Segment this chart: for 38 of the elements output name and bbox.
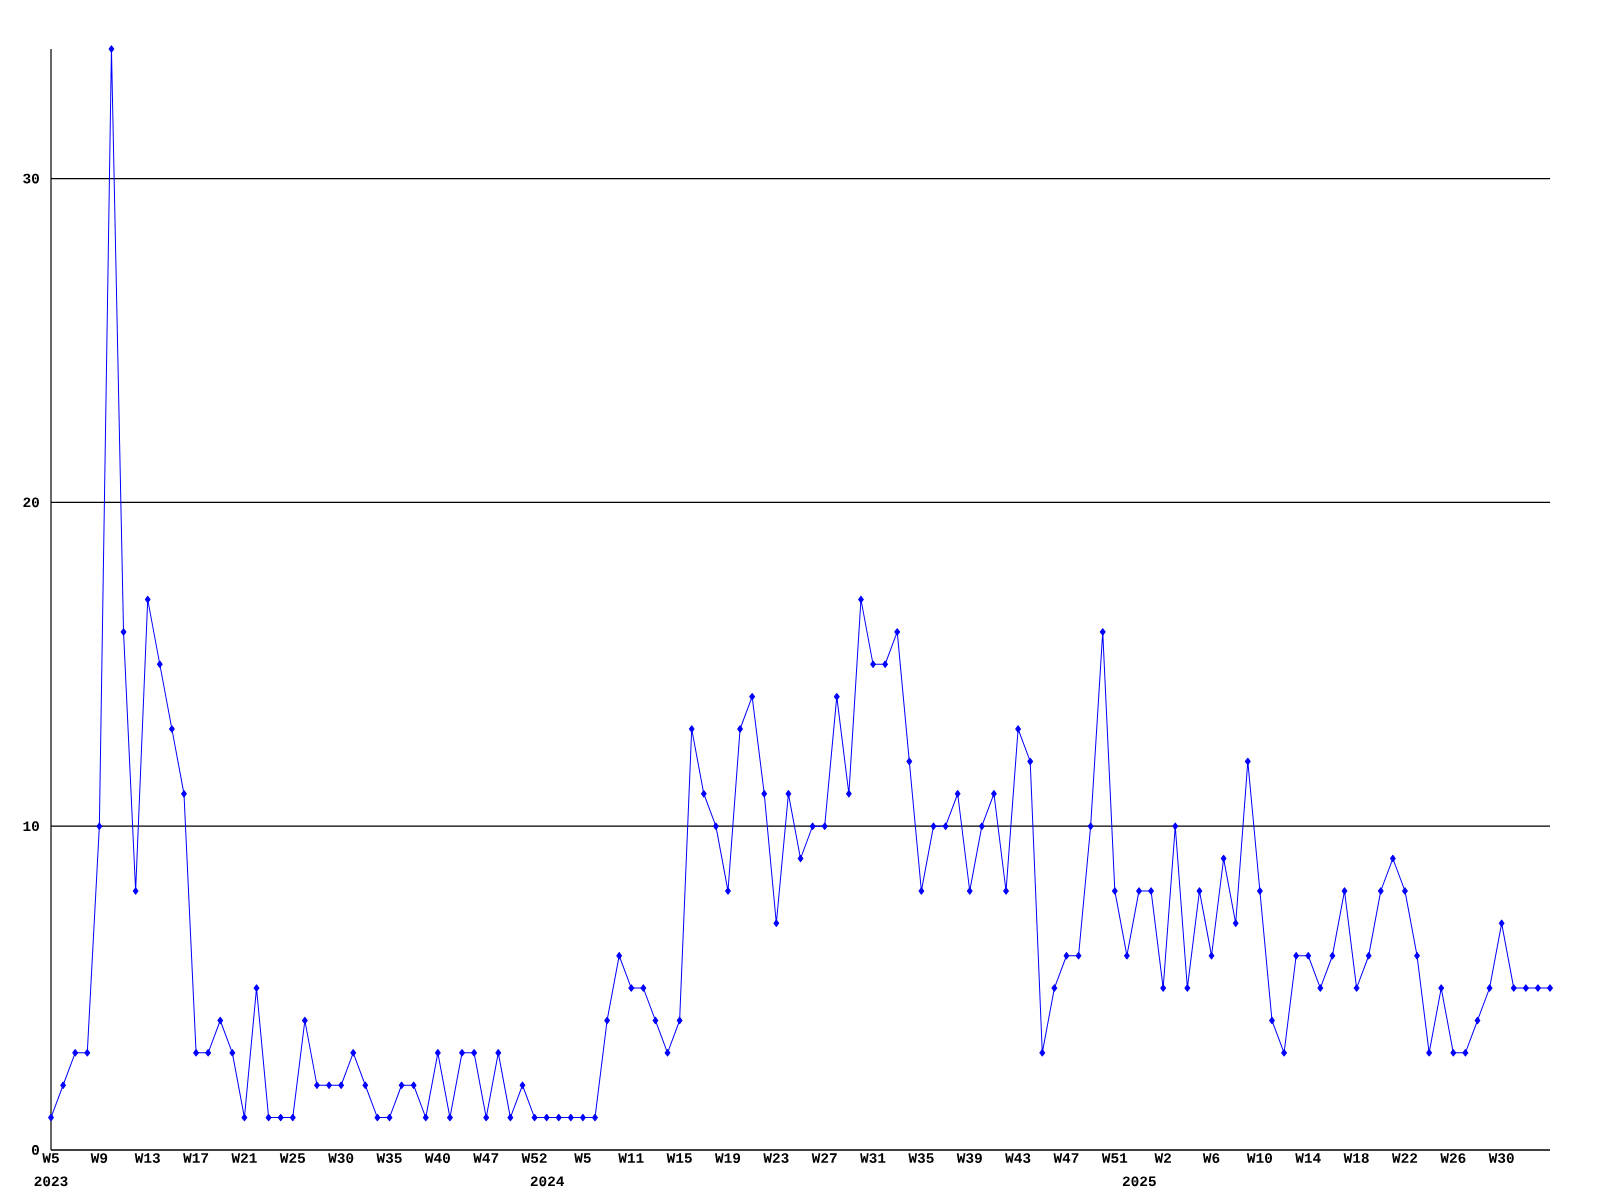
x-tick-label: W30 xyxy=(1488,1153,1514,1163)
text: 2025 xyxy=(1122,1176,1156,1187)
x-tick-label: W5 xyxy=(574,1153,591,1163)
x-tick-label: W31 xyxy=(860,1153,886,1163)
x-tick-label: W27 xyxy=(811,1153,837,1163)
x-tick-label: W2 xyxy=(1154,1153,1171,1163)
x-tick-label: W18 xyxy=(1343,1153,1369,1163)
x-tick-label: W35 xyxy=(908,1153,934,1163)
x-tick-label: W5 xyxy=(42,1153,59,1163)
x-tick-label: W22 xyxy=(1391,1153,1418,1163)
x-tick-label: W9 xyxy=(90,1153,108,1163)
x-tick-label: W15 xyxy=(666,1153,692,1163)
x-tick-label: W21 xyxy=(231,1153,257,1163)
x-tick-label: W43 xyxy=(1005,1153,1031,1163)
x-tick-label: W35 xyxy=(376,1153,402,1163)
x-tick-label: W10 xyxy=(1246,1153,1273,1163)
y-tick-label: 0 xyxy=(31,1145,39,1155)
text: 2023 xyxy=(34,1176,68,1187)
x-tick-label: W19 xyxy=(715,1153,741,1163)
x-tick-label: W47 xyxy=(473,1153,499,1163)
x-tick-label: W30 xyxy=(328,1153,354,1163)
y-tick-label: 20 xyxy=(23,497,39,508)
x-tick-label: W47 xyxy=(1053,1153,1079,1163)
x-tick-label: W23 xyxy=(763,1153,789,1163)
x-tick-label: W40 xyxy=(424,1153,450,1163)
x-tick-label: W6 xyxy=(1202,1153,1220,1163)
y-tick-label: 10 xyxy=(23,821,39,832)
text: 2024 xyxy=(530,1176,565,1187)
x-tick-label: W39 xyxy=(956,1153,982,1163)
x-tick-label: W14 xyxy=(1295,1153,1321,1163)
x-tick-label: W13 xyxy=(134,1153,160,1163)
x-tick-label: W52 xyxy=(521,1153,547,1163)
x-tick-label: W11 xyxy=(618,1153,644,1163)
x-tick-label: W26 xyxy=(1440,1153,1466,1163)
x-tick-label: W51 xyxy=(1101,1153,1128,1163)
x-tick-label: W17 xyxy=(183,1153,209,1163)
x-tick-label: W25 xyxy=(279,1153,305,1163)
y-tick-label: 30 xyxy=(23,173,39,184)
